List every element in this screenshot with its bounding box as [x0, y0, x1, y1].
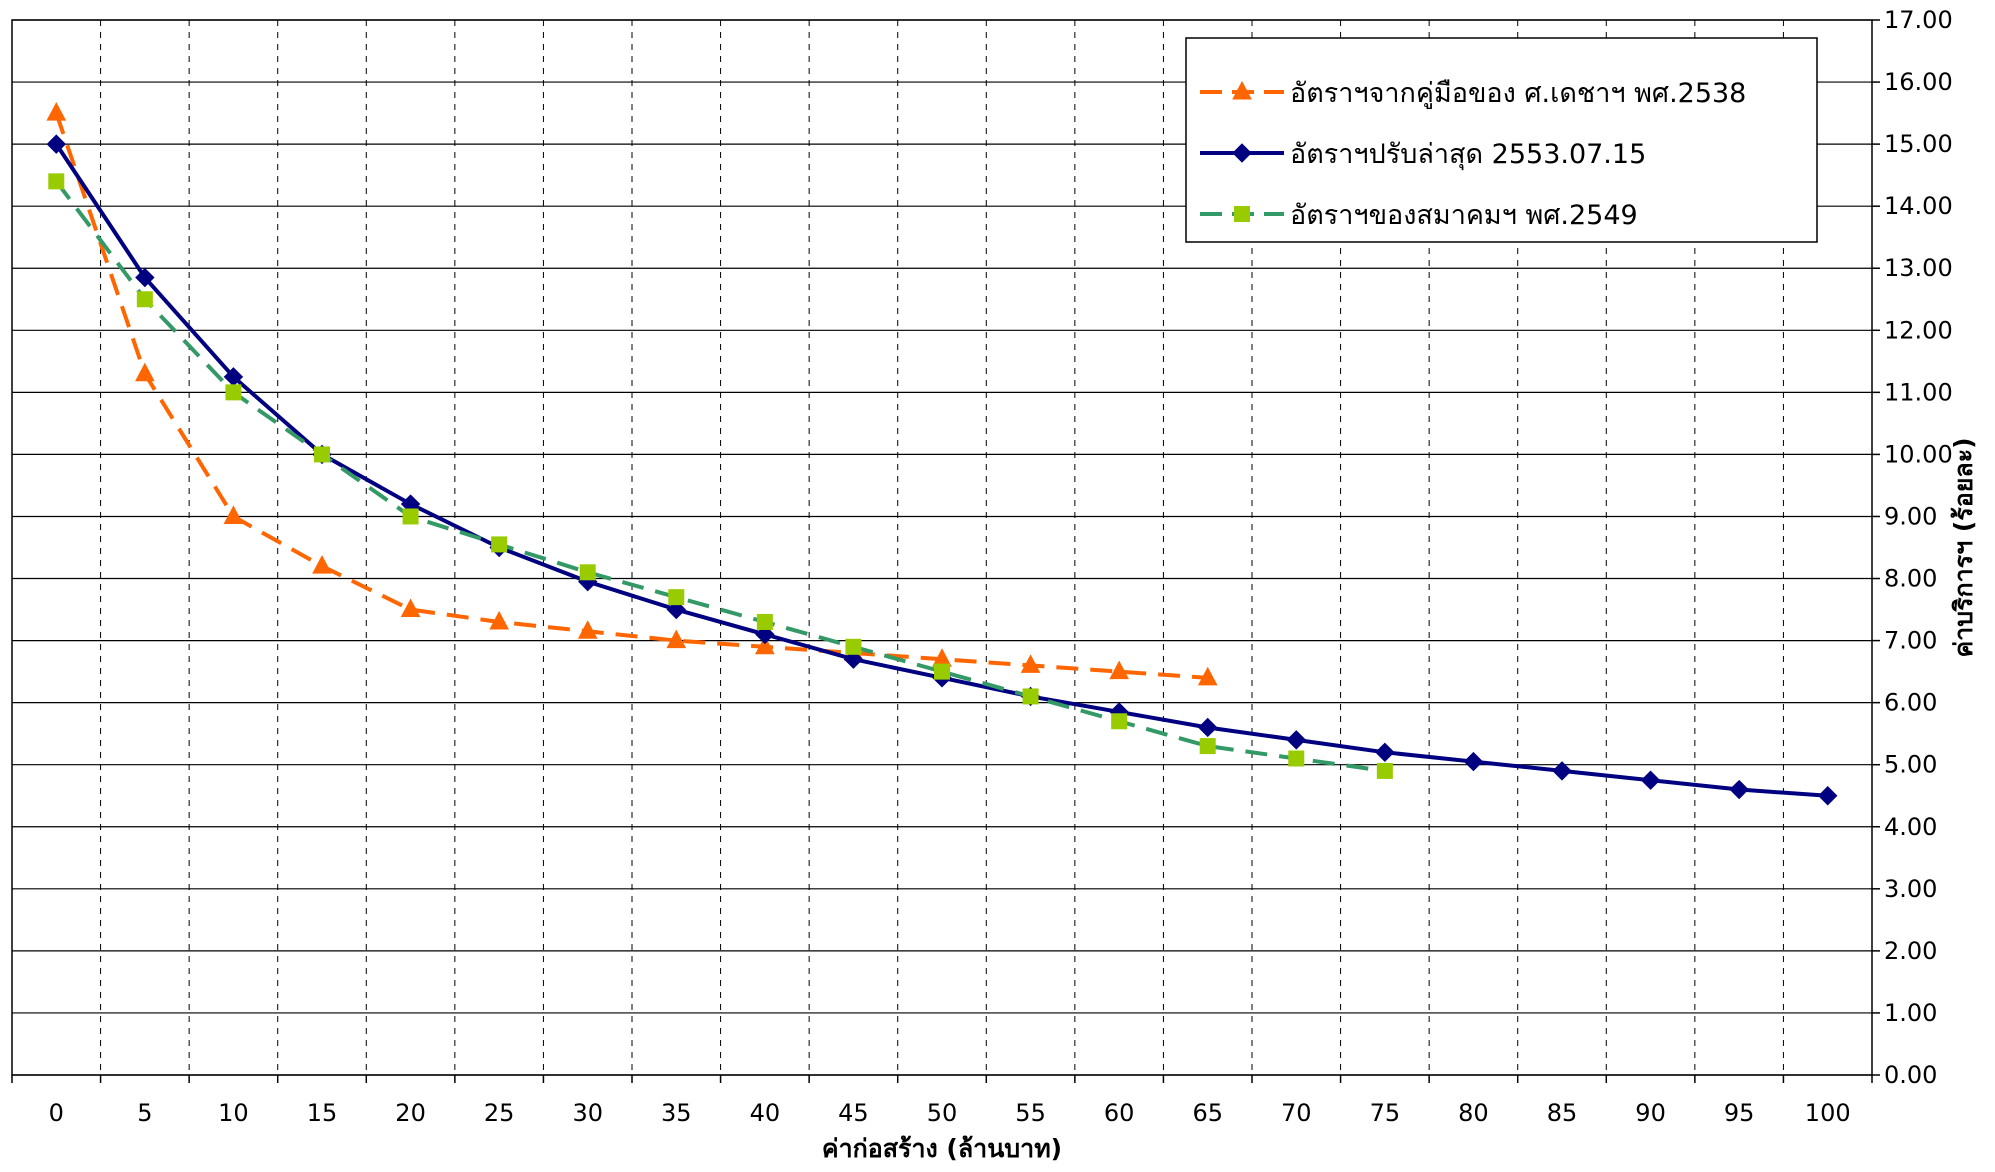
data-point — [135, 267, 155, 288]
x-tick-label: 10 — [218, 1099, 249, 1127]
x-tick-label: 40 — [750, 1099, 781, 1127]
x-tick-label: 60 — [1104, 1099, 1135, 1127]
x-tick-label: 0 — [49, 1099, 64, 1127]
y-tick-label: 3.00 — [1884, 875, 1937, 903]
y-tick-label: 13.00 — [1884, 254, 1953, 282]
x-tick-label: 85 — [1547, 1099, 1578, 1127]
legend-entry-0: อัตราฯจากคู่มือของ ศ.เดชาฯ พศ.2538 — [1200, 78, 1746, 109]
data-point — [225, 384, 242, 401]
data-point — [1818, 786, 1838, 806]
data-point — [1640, 770, 1661, 790]
legend-marker — [1232, 80, 1252, 100]
x-tick-label: 80 — [1458, 1099, 1489, 1127]
legend-label: อัตราฯของสมาคมฯ พศ.2549 — [1290, 200, 1638, 231]
x-tick-label: 100 — [1805, 1099, 1851, 1127]
series-line — [54, 180, 1386, 773]
y-tick-label: 5.00 — [1884, 751, 1937, 779]
legend-label: อัตราฯปรับล่าสุด 2553.07.15 — [1290, 139, 1646, 171]
x-tick-label: 20 — [395, 1099, 426, 1127]
x-tick-label: 65 — [1192, 1099, 1223, 1127]
x-tick-label: 45 — [838, 1099, 869, 1127]
data-point — [1020, 654, 1041, 673]
data-point — [1198, 717, 1218, 738]
x-tick-label: 90 — [1635, 1099, 1666, 1127]
y-tick-label: 0.00 — [1884, 1061, 1937, 1089]
data-point — [46, 102, 67, 121]
x-tick-label: 75 — [1370, 1099, 1401, 1127]
data-point — [48, 173, 65, 190]
y-tick-label: 10.00 — [1884, 440, 1953, 468]
x-tick-label: 25 — [484, 1099, 515, 1127]
data-point — [135, 362, 155, 382]
y-tick-label: 1.00 — [1884, 999, 1937, 1027]
data-point — [755, 635, 775, 655]
data-point — [1375, 742, 1395, 763]
data-point — [668, 589, 685, 606]
data-point — [1729, 779, 1749, 800]
x-tick-label: 35 — [661, 1099, 692, 1127]
y-tick-label: 2.00 — [1884, 937, 1937, 965]
data-point — [1376, 762, 1393, 779]
x-tick-label: 70 — [1281, 1099, 1312, 1127]
y-tick-label: 6.00 — [1884, 689, 1937, 717]
data-point — [136, 291, 153, 308]
x-tick-label: 30 — [572, 1099, 603, 1127]
data-point — [402, 508, 419, 525]
data-point — [845, 638, 862, 655]
data-point — [934, 663, 950, 680]
legend-marker — [1232, 143, 1252, 163]
series-layer — [46, 102, 1838, 806]
y-tick-label: 16.00 — [1884, 68, 1953, 96]
x-tick-label: 95 — [1724, 1099, 1755, 1127]
legend-box — [1185, 37, 1818, 243]
y-tick-label: 4.00 — [1884, 813, 1937, 841]
legend-label: อัตราฯจากคู่มือของ ศ.เดชาฯ พศ.2538 — [1290, 78, 1746, 109]
data-point — [314, 446, 330, 463]
data-point — [1197, 666, 1218, 686]
y-tick-label: 14.00 — [1884, 192, 1953, 220]
x-tick-label: 50 — [927, 1099, 958, 1127]
data-point — [312, 555, 332, 574]
x-tick-label: 5 — [137, 1099, 152, 1127]
series-line — [54, 112, 1208, 680]
data-point — [666, 629, 687, 649]
data-point — [1286, 730, 1306, 750]
y-tick-label: 9.00 — [1884, 502, 1937, 530]
data-point — [1463, 751, 1484, 772]
data-point — [1288, 750, 1305, 767]
data-point — [491, 536, 508, 553]
plot-frame — [11, 19, 1873, 1076]
y-tick-label: 11.00 — [1884, 378, 1953, 406]
legend-entry-2: อัตราฯของสมาคมฯ พศ.2549 — [1200, 200, 1638, 231]
data-point — [1022, 688, 1039, 705]
data-point — [579, 564, 596, 581]
data-point — [1552, 761, 1572, 781]
series-2 — [48, 173, 1393, 779]
data-point — [1109, 660, 1129, 680]
x-axis-title: ค่าก่อสร้าง (ล้านบาท) — [822, 1134, 1062, 1163]
axes: 0.00 1.00 2.00 3.00 4.00 5.00 6.00 7.00 8.00 9.00… — [11, 6, 1953, 1127]
legend-marker — [1234, 206, 1250, 222]
data-point — [756, 613, 773, 630]
x-tick-label: 55 — [1015, 1099, 1046, 1127]
y-tick-label: 8.00 — [1884, 565, 1937, 593]
y-axis-title: ค่าบริการฯ (ร้อยละ) — [1949, 437, 1978, 657]
y-tick-label: 15.00 — [1884, 130, 1953, 158]
y-tick-label: 12.00 — [1884, 316, 1953, 344]
data-point — [46, 134, 66, 154]
y-tick-label: 17.00 — [1884, 6, 1953, 34]
data-point — [1199, 738, 1216, 755]
y-tick-label: 7.00 — [1884, 627, 1937, 655]
x-tick-label: 15 — [307, 1099, 338, 1127]
data-point — [400, 598, 421, 618]
data-point — [223, 505, 244, 524]
data-point — [489, 610, 509, 630]
legend-entry-1: อัตราฯปรับล่าสุด 2553.07.15 — [1200, 139, 1646, 171]
data-point — [577, 620, 598, 639]
legend: อัตราฯจากคู่มือของ ศ.เดชาฯ พศ.2538 อัตราฯ… — [1185, 37, 1818, 243]
data-point — [1111, 713, 1128, 730]
